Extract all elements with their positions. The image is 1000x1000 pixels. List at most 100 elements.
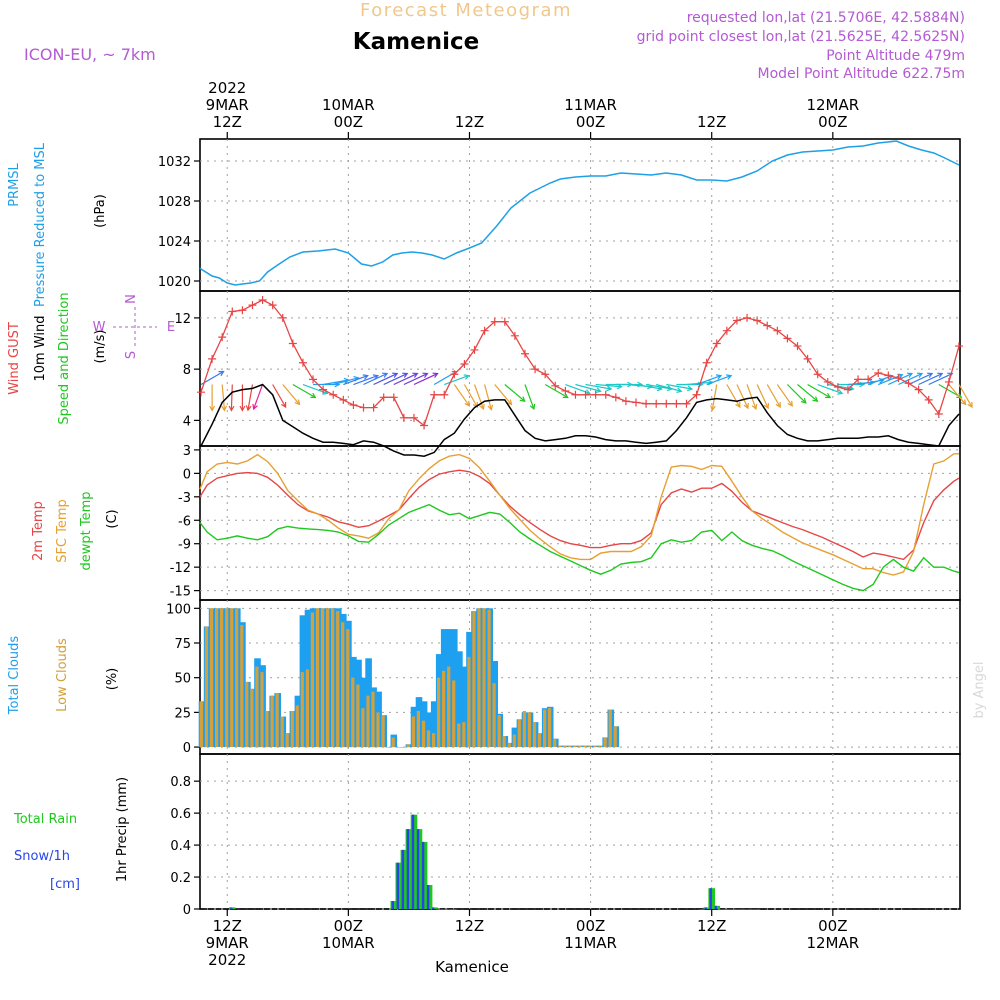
low-cloud-bar xyxy=(568,745,572,748)
low-cloud-bar xyxy=(442,670,446,748)
wind-gust-marker xyxy=(944,377,953,386)
time-label-bottom: 12Z xyxy=(213,917,242,935)
low-cloud-bar xyxy=(285,733,289,748)
wind-arrow-head xyxy=(362,374,369,380)
low-cloud-bar xyxy=(336,611,340,748)
low-cloud-bar xyxy=(361,708,365,747)
precip-ytick-label: 0.6 xyxy=(170,807,191,822)
wind-gust-marker xyxy=(753,316,762,325)
wind-arrow-head xyxy=(837,389,844,395)
pressure-unit: (hPa) xyxy=(93,194,108,228)
wind-gust-marker xyxy=(369,403,378,412)
wind-gust-marker xyxy=(632,398,641,407)
wind-arrow-head xyxy=(967,402,973,409)
wind-arrow xyxy=(726,384,741,408)
wind-gust-marker xyxy=(702,358,711,367)
low-cloud-bar xyxy=(406,744,410,748)
wind-gust-marker xyxy=(591,390,600,399)
snow-bar xyxy=(704,907,707,909)
temp-ytick-label: 0 xyxy=(183,467,191,482)
low-cloud-bar xyxy=(315,608,320,747)
wind-gust-marker xyxy=(884,371,893,380)
low-cloud-bar xyxy=(305,669,309,748)
wind-gust-marker xyxy=(268,301,277,310)
wind-gust-marker xyxy=(712,339,721,348)
wind-gust-marker xyxy=(218,333,227,342)
wind-arrow-head xyxy=(937,372,944,378)
compass-s: S xyxy=(124,351,139,359)
wind-gust-marker xyxy=(490,317,499,326)
low-cloud-bar xyxy=(275,693,279,748)
pressure-label-2: Pressure Reduced to MSL xyxy=(33,142,48,307)
wind-ytick-label: 4 xyxy=(183,414,191,429)
temp-ytick-label: -3 xyxy=(178,491,191,506)
wind-arrow xyxy=(706,375,732,386)
wind-arrow xyxy=(575,383,601,392)
wind-gust-marker xyxy=(843,385,852,394)
wind-gust-marker xyxy=(894,374,903,383)
wind-arrow xyxy=(221,384,226,411)
low-cloud-bar xyxy=(507,742,511,748)
wind-gust-marker xyxy=(228,307,237,316)
wind-gust-marker xyxy=(197,388,206,397)
snow-bar xyxy=(396,862,399,909)
temp-ytick-label: 3 xyxy=(183,444,191,459)
wind-arrow xyxy=(353,375,379,386)
wind-gust-marker xyxy=(662,399,671,408)
low-cloud-bar xyxy=(331,608,335,747)
time-label-top: 11MAR xyxy=(564,96,617,114)
wind-arrow-head xyxy=(392,372,399,378)
temp-ytick-label: -6 xyxy=(178,514,191,529)
wind-arrow-head xyxy=(606,385,613,392)
wind-arrow xyxy=(756,384,769,409)
temp-ytick-label: -15 xyxy=(170,585,191,600)
pressure-ytick-label: 1028 xyxy=(158,195,191,210)
wind-gust-marker xyxy=(793,342,802,351)
wind-arrow xyxy=(393,372,418,386)
wind-gust-marker xyxy=(319,385,328,394)
low-cloud-bar xyxy=(209,608,214,747)
wind-arrow-head xyxy=(743,403,749,410)
wind-gust-marker xyxy=(359,403,368,412)
time-label-top: 10MAR xyxy=(322,96,375,114)
low-cloud-bar xyxy=(310,612,314,748)
wind-arrow-head xyxy=(686,385,694,392)
wind-gust-marker xyxy=(420,421,429,430)
wind-gust-marker xyxy=(430,390,439,399)
precip-legend-rain: Total Rain xyxy=(13,812,77,827)
wind-gust-marker xyxy=(722,326,731,335)
wind-gust-marker xyxy=(258,295,267,304)
wind-arrow-head xyxy=(334,381,341,388)
temp-2m-label: 2m Temp xyxy=(31,501,46,561)
wind-gust-marker xyxy=(652,399,661,408)
wind-arrow xyxy=(736,384,749,409)
wind-gust-marker xyxy=(339,395,348,404)
wind-10m-label: 10m Wind xyxy=(33,315,48,381)
wind-arrow-head xyxy=(218,370,225,377)
wind-arrow xyxy=(585,383,612,390)
wind-arrow-head xyxy=(584,389,591,395)
wind-arrow xyxy=(797,384,818,402)
wind-gust-marker xyxy=(248,301,257,310)
wind-arrow xyxy=(282,384,300,405)
wind-arrow-head xyxy=(464,400,470,407)
low-cloud-bar xyxy=(391,737,395,748)
wind-arrow-head xyxy=(294,399,301,406)
wind-gust-marker xyxy=(611,393,620,402)
wind-gust-marker xyxy=(924,395,933,404)
pressure-ytick-label: 1024 xyxy=(158,235,191,250)
snow-bar xyxy=(709,888,712,909)
wind-arrow-head xyxy=(715,374,723,380)
wind-arrow xyxy=(444,375,469,386)
wind-gust-marker xyxy=(551,381,560,390)
low-cloud-bar xyxy=(250,688,254,748)
wind-arrow-head xyxy=(595,387,602,394)
wind-arrow-head xyxy=(825,392,832,399)
low-cloud-bar xyxy=(290,711,294,748)
wind-arrow xyxy=(646,383,672,390)
low-cloud-bar xyxy=(376,712,380,748)
wind-arrow-head xyxy=(402,372,409,378)
wind-arrow-head xyxy=(751,403,758,411)
